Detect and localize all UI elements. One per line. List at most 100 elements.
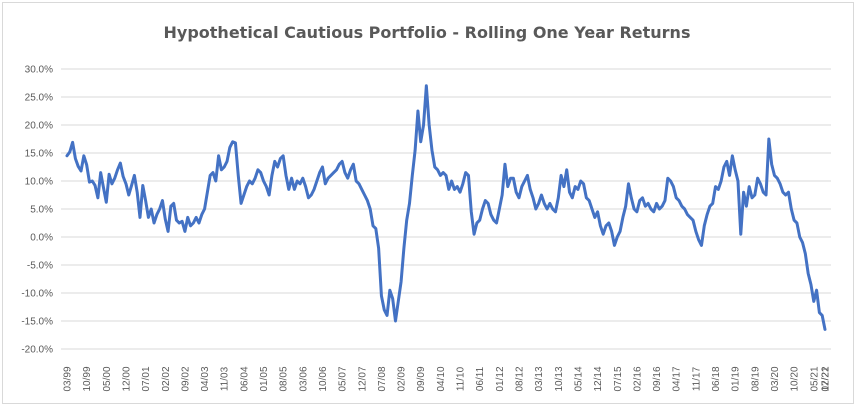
data-point xyxy=(661,205,664,208)
data-point xyxy=(203,208,206,211)
x-tick-label: 05/00 xyxy=(102,366,113,391)
data-point xyxy=(582,182,585,185)
data-point xyxy=(731,154,734,157)
data-point xyxy=(453,188,456,191)
data-point xyxy=(242,194,245,197)
data-point xyxy=(798,236,801,239)
data-point xyxy=(579,180,582,183)
data-point xyxy=(82,154,85,157)
data-point xyxy=(734,168,737,171)
data-point xyxy=(310,194,313,197)
data-point xyxy=(116,168,119,171)
data-point xyxy=(678,199,681,202)
data-point xyxy=(293,188,296,191)
data-point xyxy=(74,157,77,160)
data-point xyxy=(436,168,439,171)
data-point xyxy=(71,141,74,144)
data-point xyxy=(153,222,156,225)
data-point xyxy=(380,294,383,297)
data-point xyxy=(680,205,683,208)
data-point xyxy=(475,222,478,225)
y-tick-label: -10.0% xyxy=(21,289,53,300)
data-point xyxy=(318,171,321,174)
data-point xyxy=(565,168,568,171)
data-point xyxy=(512,177,515,180)
data-point xyxy=(150,208,153,211)
x-tick-label: 07/08 xyxy=(377,366,388,391)
data-point xyxy=(442,171,445,174)
data-point xyxy=(753,194,756,197)
x-tick-label: 07/15 xyxy=(613,366,624,391)
x-tick-label: 06/04 xyxy=(239,366,250,391)
data-point xyxy=(195,216,198,219)
data-point xyxy=(445,174,448,177)
data-point xyxy=(781,191,784,194)
data-point xyxy=(515,191,518,194)
x-tick-label: 11/10 xyxy=(456,366,467,391)
data-point xyxy=(807,272,810,275)
data-point xyxy=(461,182,464,185)
data-point xyxy=(341,160,344,163)
chart-title: Hypothetical Cautious Portfolio - Rollin… xyxy=(164,23,691,42)
data-point xyxy=(161,199,164,202)
data-point xyxy=(374,227,377,230)
data-point xyxy=(607,222,610,225)
data-point xyxy=(428,124,431,127)
data-point xyxy=(220,168,223,171)
data-point xyxy=(655,202,658,205)
data-point xyxy=(124,182,127,185)
data-point xyxy=(635,210,638,213)
data-point xyxy=(119,162,122,165)
data-point xyxy=(692,219,695,222)
data-point xyxy=(397,300,400,303)
data-point xyxy=(296,180,299,183)
data-point xyxy=(613,244,616,247)
data-point xyxy=(759,182,762,185)
x-tick-label: 09/09 xyxy=(416,366,427,391)
data-point xyxy=(181,220,184,223)
data-point xyxy=(183,230,186,233)
data-point xyxy=(706,213,709,216)
x-tick-label: 02/16 xyxy=(632,366,643,391)
data-point xyxy=(91,180,94,183)
data-point xyxy=(363,194,366,197)
data-point xyxy=(138,216,141,219)
x-tick-label: 03/99 xyxy=(63,366,74,391)
data-point xyxy=(804,252,807,255)
data-point xyxy=(366,199,369,202)
data-point xyxy=(517,196,520,199)
x-tick-label: 12/14 xyxy=(593,366,604,391)
data-point xyxy=(675,196,678,199)
data-point xyxy=(720,180,723,183)
x-tick-label: 06/11 xyxy=(475,366,486,391)
data-point xyxy=(537,202,540,205)
x-tick-label: 05/21 xyxy=(809,366,820,391)
data-point xyxy=(722,166,725,169)
data-point xyxy=(576,188,579,191)
y-tick-label: 5.0% xyxy=(30,205,53,216)
y-tick-label: 10.0% xyxy=(25,177,53,188)
data-point xyxy=(343,171,346,174)
data-point xyxy=(523,180,526,183)
data-point xyxy=(649,208,652,211)
data-point xyxy=(419,140,422,143)
data-point xyxy=(574,185,577,188)
data-point xyxy=(108,173,111,176)
data-point xyxy=(548,202,551,205)
data-point xyxy=(211,171,214,174)
data-point xyxy=(217,154,220,157)
data-point xyxy=(158,208,161,211)
data-point xyxy=(122,175,125,178)
data-point xyxy=(147,216,150,219)
data-point xyxy=(273,160,276,163)
data-point xyxy=(534,208,537,211)
data-point xyxy=(562,185,565,188)
y-tick-label: 30.0% xyxy=(25,65,53,76)
data-point xyxy=(315,180,318,183)
data-point xyxy=(610,230,613,233)
data-point xyxy=(270,174,273,177)
data-point xyxy=(265,185,268,188)
data-point xyxy=(633,208,636,211)
data-point xyxy=(256,168,259,171)
data-point xyxy=(697,238,700,241)
